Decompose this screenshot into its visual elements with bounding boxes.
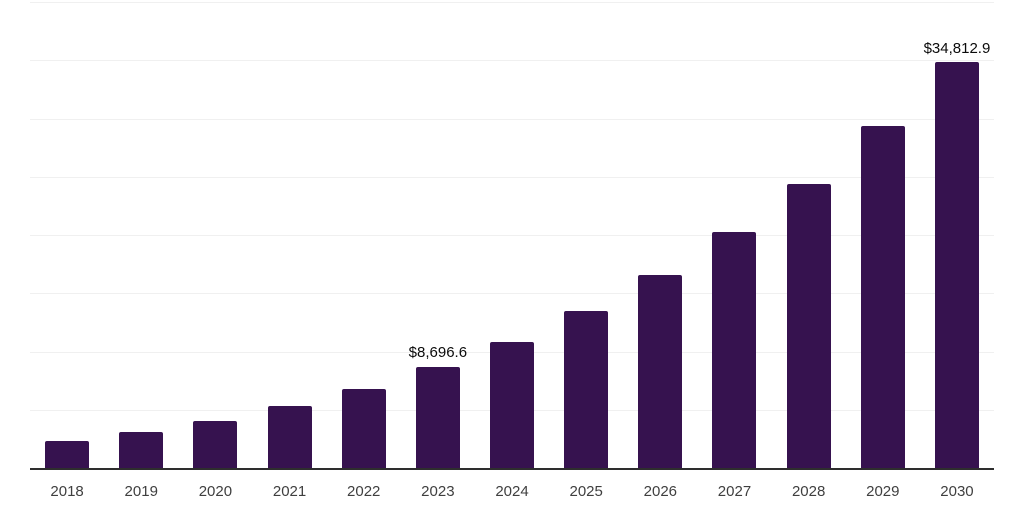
x-tick-label-2021: 2021 [272,483,307,500]
gridline [30,293,994,295]
bar-2019 [119,431,164,468]
bar-column-2029 [846,2,920,468]
bar-column-2018 [30,2,104,468]
bar-2018 [45,440,90,468]
x-tick-label-2028: 2028 [791,483,826,500]
bar-2027 [712,231,757,468]
bar-2030 [934,62,979,468]
gridline [30,60,994,62]
bar-column-2025 [549,2,623,468]
data-label-2030: $34,812.9 [923,39,991,57]
bar-2029 [860,126,905,468]
x-tick-label-2024: 2024 [495,483,529,500]
bar-column-2028 [772,2,846,468]
bar-2021 [267,406,312,468]
data-label-2023: $8,696.6 [408,344,468,362]
bar-column-2030: $34,812.9 [920,2,994,468]
plot-area: $8,696.6 $34,812.9 [30,2,994,470]
x-tick-label-2030: 2030 [940,483,974,500]
bar-2028 [786,183,831,468]
x-tick-label-2027: 2027 [717,483,752,500]
bar-column-2026 [623,2,697,468]
bar-2023 [415,366,460,468]
gridline [30,118,994,120]
x-tick-label-2023: 2023 [421,483,455,500]
bar-column-2027 [697,2,771,468]
bars-container: $8,696.6 $34,812.9 [30,2,994,468]
x-tick-label-2022: 2022 [347,483,381,500]
bar-column-2019 [104,2,178,468]
x-tick-label-2025: 2025 [569,483,603,500]
x-tick-label-2026: 2026 [643,483,678,500]
bar-column-2024 [475,2,549,468]
bar-column-2022 [327,2,401,468]
gridline [30,235,994,236]
bar-column-2020 [178,2,252,468]
x-tick-label-2029: 2029 [866,483,900,500]
gridline [30,176,994,178]
bar-column-2023: $8,696.6 [401,2,475,468]
bar-2026 [638,275,683,468]
x-tick-label-2020: 2020 [198,483,233,500]
x-tick-label-2019: 2019 [124,483,158,500]
bar-column-2021 [252,2,326,468]
x-axis-labels: 2018 2019 2020 2021 2022 2023 2024 2025 2026 2027… [30,483,994,500]
x-axis-line [30,468,994,470]
x-tick-label-2018: 2018 [50,483,84,500]
gridline [30,2,994,3]
bar-2022 [341,389,386,468]
bar-2024 [490,342,535,468]
bar-2020 [193,420,238,468]
bar-2025 [564,310,609,468]
